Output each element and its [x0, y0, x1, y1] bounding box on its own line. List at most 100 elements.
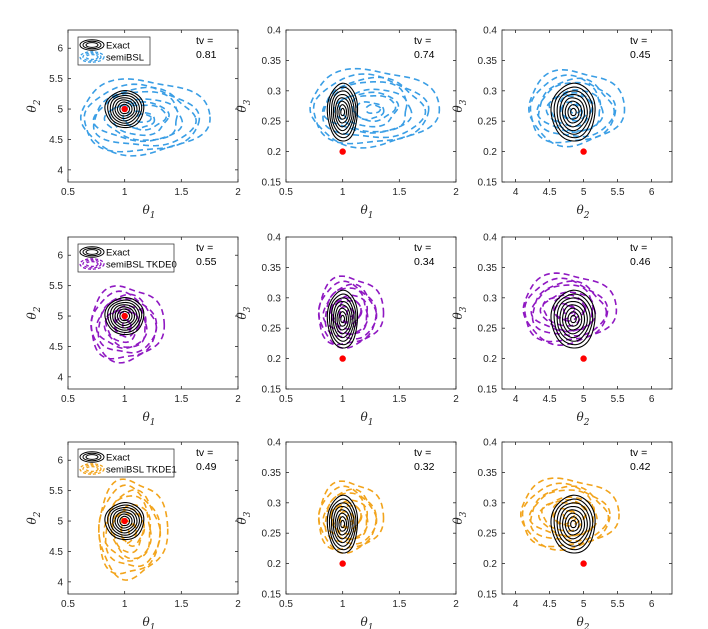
exact-contour-line: [114, 99, 136, 120]
y-tick-label: 0.25: [262, 324, 282, 335]
exact-contour-line: [340, 107, 346, 117]
legend-approx-icon: [79, 463, 105, 475]
y-tick-label: 0.3: [267, 293, 281, 304]
y-tick-label: 0.35: [478, 468, 498, 479]
x-tick-label: 1: [340, 187, 346, 198]
approx-contour-line: [324, 488, 378, 545]
x-tick-label: 1: [122, 187, 128, 198]
exact-contour-line: [556, 297, 591, 342]
legend-exact-icon: [82, 40, 102, 50]
x-tick-label: 6: [649, 394, 655, 405]
x-tick-label: 1.5: [392, 599, 406, 610]
approx-contour-line: [97, 293, 158, 354]
exact-contour-line: [567, 311, 580, 327]
exact-contour-line: [550, 289, 596, 349]
tv-value: 0.81: [196, 49, 217, 61]
x-tick-label: 1.5: [174, 394, 188, 405]
approx-contour-line: [79, 78, 211, 157]
y-tick-label: 0.3: [483, 293, 497, 304]
exact-contour-line: [328, 293, 357, 346]
y-tick-label: 4.5: [49, 342, 63, 353]
exact-contour-line: [332, 505, 353, 544]
y-axis-label: θ2: [25, 511, 43, 524]
exact-contour-line: [112, 97, 138, 122]
approx-contour-line: [98, 484, 161, 575]
x-axis-label: θ1: [143, 615, 156, 629]
x-tick-label: 1: [122, 394, 128, 405]
approx-contour-line: [545, 89, 602, 132]
exact-contour-line: [561, 509, 586, 540]
x-axis-label: θ1: [143, 203, 156, 221]
x-tick-label: 1: [340, 599, 346, 610]
legend-exact-icon: [79, 246, 105, 258]
legend-exact-icon: [79, 451, 105, 463]
tv-label: tv =: [196, 242, 213, 254]
approx-contour-line: [562, 510, 576, 520]
exact-contour-line: [338, 311, 348, 327]
approx-contour-line: [103, 98, 179, 141]
exact-contour-line: [332, 300, 353, 339]
y-tick-label: 0.15: [262, 178, 282, 189]
legend-exact-icon: [85, 454, 99, 460]
approx-contour-line: [330, 296, 362, 330]
y-tick-label: 5.5: [49, 74, 63, 85]
approx-contour-line: [322, 492, 369, 541]
true-parameter-point: [339, 355, 346, 362]
x-tick-label: 2: [453, 599, 459, 610]
y-tick-label: 5: [57, 517, 63, 528]
true-parameter-point: [580, 355, 587, 362]
x-axis-label: θ1: [361, 410, 374, 428]
exact-contour-line: [336, 512, 349, 536]
approx-contour-line: [309, 67, 441, 149]
approx-contour-line: [104, 488, 162, 568]
y-tick-label: 0.3: [483, 498, 497, 509]
exact-contour-line: [107, 299, 143, 333]
exact-contour-line: [330, 297, 355, 342]
exact-contour-line: [559, 300, 588, 339]
x-tick-label: 4: [513, 599, 519, 610]
tv-value: 0.34: [414, 256, 435, 268]
exact-contour-line: [104, 502, 145, 541]
exact-contour-line: [119, 310, 131, 322]
approx-contour-line: [324, 283, 378, 340]
exact-contour-line: [109, 506, 140, 536]
legend-label-approx: semiBSL TKDE1: [106, 465, 177, 476]
legend-approx-icon: [82, 52, 102, 62]
y-tick-label: 0.4: [483, 438, 497, 449]
axes-box: [285, 441, 457, 595]
legend-label-exact: Exact: [106, 41, 130, 52]
y-tick-label: 0.25: [478, 324, 498, 335]
x-tick-label: 2: [235, 599, 241, 610]
x-tick-label: 0.5: [61, 187, 75, 198]
y-tick-label: 6: [57, 44, 63, 55]
exact-contour-line: [556, 90, 591, 135]
exact-contour-line: [570, 107, 577, 117]
exact-contour-line: [107, 92, 143, 126]
tv-label: tv =: [630, 242, 647, 254]
exact-contour-line: [570, 519, 577, 529]
legend-exact-icon: [85, 249, 99, 255]
exact-contour-line: [336, 307, 349, 331]
approx-contour-line: [322, 76, 427, 139]
exact-contour-line: [338, 516, 348, 532]
x-tick-label: 6: [649, 187, 655, 198]
approx-contour-line: [111, 508, 145, 554]
approx-contour-line: [120, 519, 138, 544]
exact-contour-line: [116, 101, 133, 117]
approx-contour-line: [523, 277, 609, 343]
y-tick-label: 0.2: [483, 559, 497, 570]
y-tick-label: 0.2: [267, 354, 281, 365]
legend-approx-icon: [85, 465, 99, 473]
true-parameter-point: [121, 312, 128, 320]
tv-label: tv =: [630, 35, 647, 47]
exact-contour-line: [104, 90, 145, 129]
y-tick-label: 5.5: [49, 281, 63, 292]
x-tick-label: 4.5: [543, 187, 557, 198]
approx-contour-line: [536, 81, 604, 133]
y-tick-label: 0.2: [267, 559, 281, 570]
